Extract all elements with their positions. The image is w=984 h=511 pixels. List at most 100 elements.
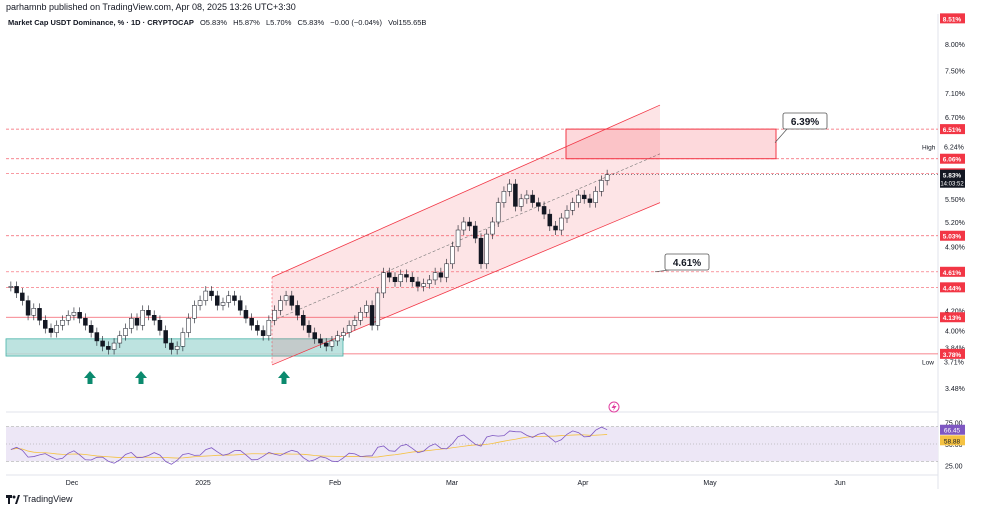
candle-body: [323, 342, 329, 347]
candle-body: [369, 305, 375, 326]
candle-body: [438, 272, 444, 278]
candle-body: [450, 246, 455, 265]
candle-body: [392, 276, 398, 283]
candle-body: [559, 217, 564, 231]
candle-body: [20, 292, 25, 301]
candle-body: [249, 317, 254, 326]
candle-body: [295, 305, 300, 316]
candle-body: [501, 191, 507, 203]
lightning-bolt-icon: [611, 403, 617, 411]
candle-body: [553, 225, 558, 231]
candle-body: [278, 300, 283, 311]
price-tick-label: 4.00%: [945, 328, 965, 335]
level-label: 5.03%: [943, 234, 962, 241]
candle-body: [134, 317, 140, 326]
price-tick-label: 7.50%: [945, 69, 965, 76]
time-tick-label: 2025: [195, 480, 211, 487]
candle-body: [260, 330, 266, 336]
candle-body: [169, 342, 174, 350]
candle-body: [94, 332, 100, 342]
time-tick-label: Apr: [578, 480, 590, 487]
candle-body: [381, 272, 386, 294]
candle-body: [478, 237, 484, 265]
price-tick-label: 7.10%: [945, 91, 965, 98]
price-tick-label: 6.70%: [945, 115, 965, 122]
candle-body: [140, 310, 145, 326]
candle-body: [43, 320, 48, 329]
channel-mid-line: [271, 153, 661, 322]
symbol-legend[interactable]: Market Cap USDT Dominance, % · 1D · CRYP…: [8, 18, 430, 27]
candle-body: [209, 290, 214, 297]
tradingview-brand[interactable]: TradingView: [6, 494, 73, 504]
candle-body: [203, 290, 209, 301]
candle-body: [599, 180, 604, 192]
alert-lightning-icon[interactable]: [608, 401, 620, 413]
candle-body: [547, 213, 553, 227]
candle-body: [37, 308, 42, 321]
candle-body: [352, 320, 358, 326]
time-tick-label: Dec: [66, 480, 79, 487]
candle-body: [48, 328, 54, 333]
candle-body: [100, 340, 105, 347]
candle-body: [518, 198, 524, 207]
callout-box[interactable]: [782, 112, 828, 130]
support-zone: [5, 338, 344, 357]
candle-body: [88, 325, 94, 333]
low-marker-value: 3.71%: [944, 360, 964, 367]
level-label: 3.78%: [943, 352, 962, 359]
rsi-ma-line: [10, 434, 608, 459]
level-label: 4.61%: [943, 270, 962, 277]
candle-body: [71, 312, 77, 316]
candle-body: [226, 295, 231, 303]
candle-body: [530, 194, 535, 203]
candle-body: [54, 325, 59, 333]
publisher-line: parhamnb published on TradingView.com, A…: [6, 2, 296, 12]
legend-volume: Vol155.65B: [388, 18, 427, 27]
candle-body: [409, 276, 415, 283]
candle-body: [129, 317, 134, 329]
current-price-label: 5.83%: [943, 173, 962, 180]
rsi-tick-label: 50.00: [945, 442, 963, 449]
candle-body: [174, 346, 180, 350]
rsi-tick-label: 75.00: [945, 420, 963, 427]
candle-body: [375, 292, 381, 326]
candle-body: [404, 274, 409, 278]
time-tick-label: May: [703, 480, 717, 487]
candle-body: [341, 332, 346, 336]
candle-body: [473, 225, 478, 239]
legend-high: H5.87%: [233, 18, 260, 27]
level-label: 4.44%: [943, 285, 962, 292]
price-tick-label: 5.50%: [945, 197, 965, 204]
legend-close: C5.83%: [297, 18, 325, 27]
candle-body: [272, 310, 277, 321]
channel-upper-line: [271, 104, 661, 278]
high-marker-value: 6.24%: [944, 145, 964, 152]
level-label: 6.06%: [943, 157, 962, 164]
target-zone: [565, 128, 777, 160]
candle-body: [576, 194, 581, 203]
countdown-label: 14:03:52: [940, 182, 964, 188]
candle-body: [541, 206, 547, 215]
level-label-bg: [940, 153, 965, 164]
candle-body: [237, 300, 243, 311]
price-tick-label: 4.90%: [945, 245, 965, 252]
candle-body: [587, 198, 593, 203]
legend-symbol: Market Cap USDT Dominance, % · 1D · CRYP…: [8, 18, 194, 27]
candle-body: [335, 335, 340, 342]
callout-pointer: [774, 128, 788, 143]
candle-body: [31, 308, 37, 316]
candle-body: [25, 300, 31, 316]
level-label: 8.51%: [943, 16, 962, 23]
candle-body: [490, 221, 495, 235]
price-tick-label: 3.84%: [945, 345, 965, 352]
candle-body: [123, 328, 128, 336]
level-label: 4.13%: [943, 315, 962, 322]
price-tick-label: 5.20%: [945, 220, 965, 227]
candle-body: [593, 191, 598, 203]
candle-body: [220, 302, 226, 306]
rsi-value-bg: [940, 424, 965, 435]
candle-body: [301, 314, 306, 326]
level-label-bg: [940, 124, 965, 135]
callout-box[interactable]: [664, 253, 710, 271]
